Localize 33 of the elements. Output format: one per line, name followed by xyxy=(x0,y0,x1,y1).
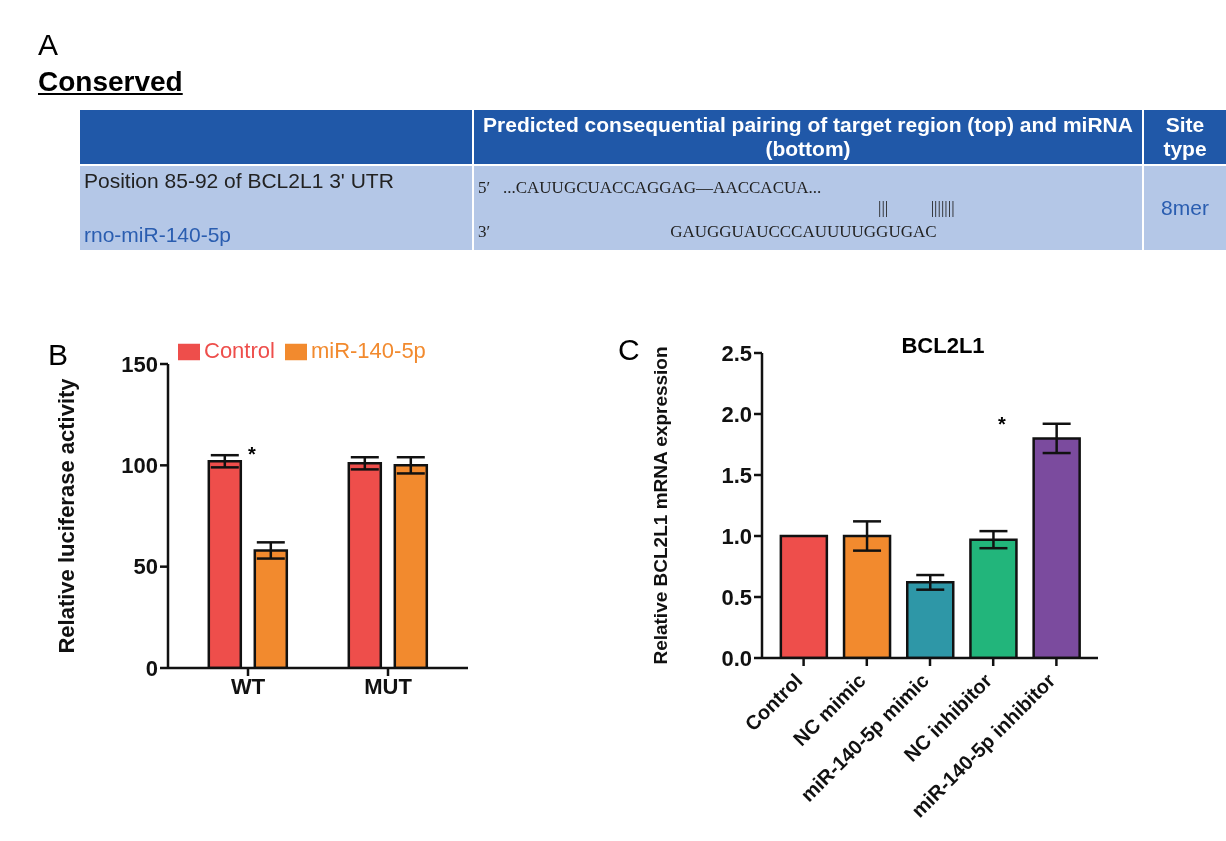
y-tick-label: 50 xyxy=(133,554,158,580)
annotation: * xyxy=(248,443,256,466)
text: C xyxy=(618,333,640,367)
chart-title: BCL2L1 xyxy=(900,333,986,359)
y-axis-title: Relative BCL2L1 mRNA expression xyxy=(649,346,671,665)
text: Conserved xyxy=(38,66,184,98)
y-tick-label: 2.0 xyxy=(721,401,752,427)
text: Site type xyxy=(1144,110,1226,164)
text: 5′ xyxy=(478,178,492,197)
text: B xyxy=(48,338,69,372)
y-axis-title: Relative luciferase activity xyxy=(53,377,79,654)
y-tick-label: 100 xyxy=(121,453,158,479)
legend-label: miR-140-5p xyxy=(310,338,426,363)
y-tick-label: 0 xyxy=(145,655,158,681)
text: rno-miR-140-5p xyxy=(84,223,233,247)
y-tick-label: 0.5 xyxy=(721,584,752,610)
text: ||| ||||||| xyxy=(878,198,956,218)
text: 8mer xyxy=(1144,166,1226,250)
annotation: * xyxy=(998,413,1006,436)
x-tick-label: MUT xyxy=(364,673,413,699)
y-tick-label: 2.5 xyxy=(721,340,752,366)
y-tick-label: 1.5 xyxy=(721,462,752,488)
y-tick-label: 0.0 xyxy=(721,645,752,671)
y-tick-label: 150 xyxy=(121,351,158,377)
legend-label: Control xyxy=(204,338,275,363)
text: A xyxy=(38,28,59,62)
text: Predicted consequential pairing of target region (top) and miRNA (bottom) xyxy=(474,110,1142,164)
text: Position 85-92 of BCL2L1 3' UTR xyxy=(84,169,395,193)
y-tick-label: 1.0 xyxy=(721,523,752,549)
text: 3′ xyxy=(478,222,491,241)
text: ...CAUUGCUACCAGGAG—AACCACUA... xyxy=(502,178,822,197)
text: GAUGGUAUCCCAUUUUGGUGAC xyxy=(670,222,937,241)
x-tick-label: WT xyxy=(230,673,266,699)
